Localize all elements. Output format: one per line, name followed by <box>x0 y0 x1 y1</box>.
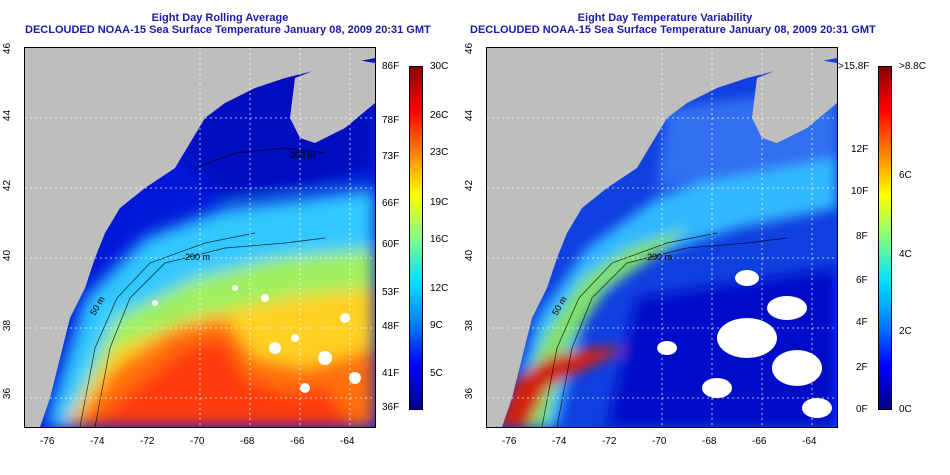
right-lat-40: 40 <box>464 249 476 262</box>
left-cbar-c4: 16C <box>430 234 449 245</box>
left-lat-38: 38 <box>2 319 14 332</box>
left-cbar-c2: 23C <box>430 147 449 158</box>
left-cbar-c6: 9C <box>430 320 443 331</box>
left-lon-74: -74 <box>90 436 105 447</box>
left-cbar-f3: 66F <box>382 198 400 209</box>
left-cbar-f5: 53F <box>382 287 400 298</box>
left-lon-66: -66 <box>290 436 305 447</box>
left-cbar-c1: 26C <box>430 110 449 121</box>
right-lon-70: -70 <box>652 436 667 447</box>
left-colorbar <box>409 66 423 410</box>
left-lat-44: 44 <box>2 109 14 122</box>
left-cbar-f4: 60F <box>382 239 400 250</box>
left-cbar-f8: 36F <box>382 402 400 413</box>
right-contour-label-1: 200 m <box>647 252 672 262</box>
var-bathymetry-contours <box>541 232 788 427</box>
left-lon-64: -64 <box>340 436 355 447</box>
left-map-svg: 200 m 50 m 200 m <box>25 48 375 427</box>
left-cbar-f7: 41F <box>382 368 400 379</box>
var-coastal-red <box>497 348 627 427</box>
right-cbar-f6: 2F <box>856 362 868 373</box>
nova-scotia <box>290 58 375 143</box>
left-contour-label-3: 200 m <box>290 150 315 160</box>
right-map-svg: 200 m 50 m <box>487 48 837 427</box>
right-cbar-f5: 4F <box>856 317 868 328</box>
land-mass <box>25 48 375 427</box>
left-lat-40: 40 <box>2 249 14 262</box>
right-cbar-c3: 2C <box>899 326 912 337</box>
right-cbar-c2: 4C <box>899 249 912 260</box>
left-cbar-c5: 12C <box>430 283 449 294</box>
right-lat-44: 44 <box>464 109 476 122</box>
var-nova-scotia <box>752 58 837 143</box>
bathymetry-contours <box>79 147 326 427</box>
left-lat-46: 46 <box>2 42 14 55</box>
left-cbar-c3: 19C <box>430 197 449 208</box>
gulf-stream-red <box>85 338 355 427</box>
right-lon-76: -76 <box>502 436 517 447</box>
left-title-line2: DECLOUDED NOAA-15 Sea Surface Temperatur… <box>25 24 431 36</box>
left-lon-70: -70 <box>190 436 205 447</box>
var-map-grid <box>487 48 837 427</box>
right-lat-38: 38 <box>464 319 476 332</box>
right-cbar-f3: 8F <box>856 231 868 242</box>
cloud-mask <box>152 285 361 393</box>
right-cbar-c1: 6C <box>899 170 912 181</box>
left-cbar-f6: 48F <box>382 321 400 332</box>
left-cbar-c0: 30C <box>430 61 449 72</box>
left-sst-map: 200 m 50 m 200 m <box>24 47 376 428</box>
left-cbar-f0: 86F <box>382 61 400 72</box>
map-grid <box>25 48 375 427</box>
left-cbar-f1: 78F <box>382 115 400 126</box>
left-lon-72: -72 <box>140 436 155 447</box>
left-cbar-c7: 5C <box>430 368 443 379</box>
left-cbar-f2: 73F <box>382 151 400 162</box>
right-colorbar <box>878 66 892 410</box>
right-lat-42: 42 <box>464 179 476 192</box>
right-variability-map: 200 m 50 m <box>486 47 838 428</box>
right-lon-68: -68 <box>702 436 717 447</box>
right-lon-66: -66 <box>752 436 767 447</box>
right-cbar-c4: 0C <box>899 404 912 415</box>
right-lon-72: -72 <box>602 436 617 447</box>
right-cbar-f4: 6F <box>856 275 868 286</box>
right-cbar-f7: 0F <box>856 404 868 415</box>
left-lon-68: -68 <box>240 436 255 447</box>
right-lat-36: 36 <box>464 387 476 400</box>
right-lat-46: 46 <box>464 42 476 55</box>
right-lon-74: -74 <box>552 436 567 447</box>
right-cbar-f0: >15.8F <box>838 61 870 72</box>
left-title-line1: Eight Day Rolling Average <box>151 12 289 24</box>
right-lon-64: -64 <box>802 436 817 447</box>
right-title-line1: Eight Day Temperature Variability <box>577 12 753 24</box>
left-contour-label-1: 200 m <box>185 252 210 262</box>
left-lat-36: 36 <box>2 387 14 400</box>
var-land-mass <box>487 48 837 427</box>
right-cbar-f1: 12F <box>851 144 869 155</box>
left-lon-76: -76 <box>40 436 55 447</box>
left-lat-42: 42 <box>2 179 14 192</box>
right-cbar-c0: >8.8C <box>899 61 926 72</box>
right-title-line2: DECLOUDED NOAA-15 Sea Surface Temperatur… <box>470 24 876 36</box>
right-cbar-f2: 10F <box>851 186 869 197</box>
